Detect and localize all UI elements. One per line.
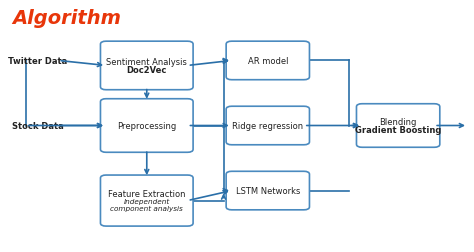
Text: Independent: Independent [124,198,170,204]
FancyBboxPatch shape [100,42,193,90]
Text: Twitter Data: Twitter Data [8,57,67,66]
Text: AR model: AR model [247,57,288,66]
Text: Sentiment Analysis: Sentiment Analysis [106,58,187,67]
FancyBboxPatch shape [100,175,193,226]
Text: Preprocessing: Preprocessing [117,121,176,131]
FancyBboxPatch shape [226,107,310,145]
Text: Ridge regression: Ridge regression [232,121,303,131]
Text: Algorithm: Algorithm [12,9,121,28]
Text: Doc2Vec: Doc2Vec [127,66,167,74]
Text: component analysis: component analysis [110,205,183,211]
FancyBboxPatch shape [356,104,440,148]
Text: Stock Data: Stock Data [11,121,63,131]
FancyBboxPatch shape [226,42,310,80]
Text: LSTM Networks: LSTM Networks [236,186,300,195]
Text: Gradient Boosting: Gradient Boosting [355,125,441,134]
FancyBboxPatch shape [226,172,310,210]
Text: Feature Extraction: Feature Extraction [108,189,185,198]
FancyBboxPatch shape [100,99,193,153]
Text: Blending: Blending [380,118,417,127]
